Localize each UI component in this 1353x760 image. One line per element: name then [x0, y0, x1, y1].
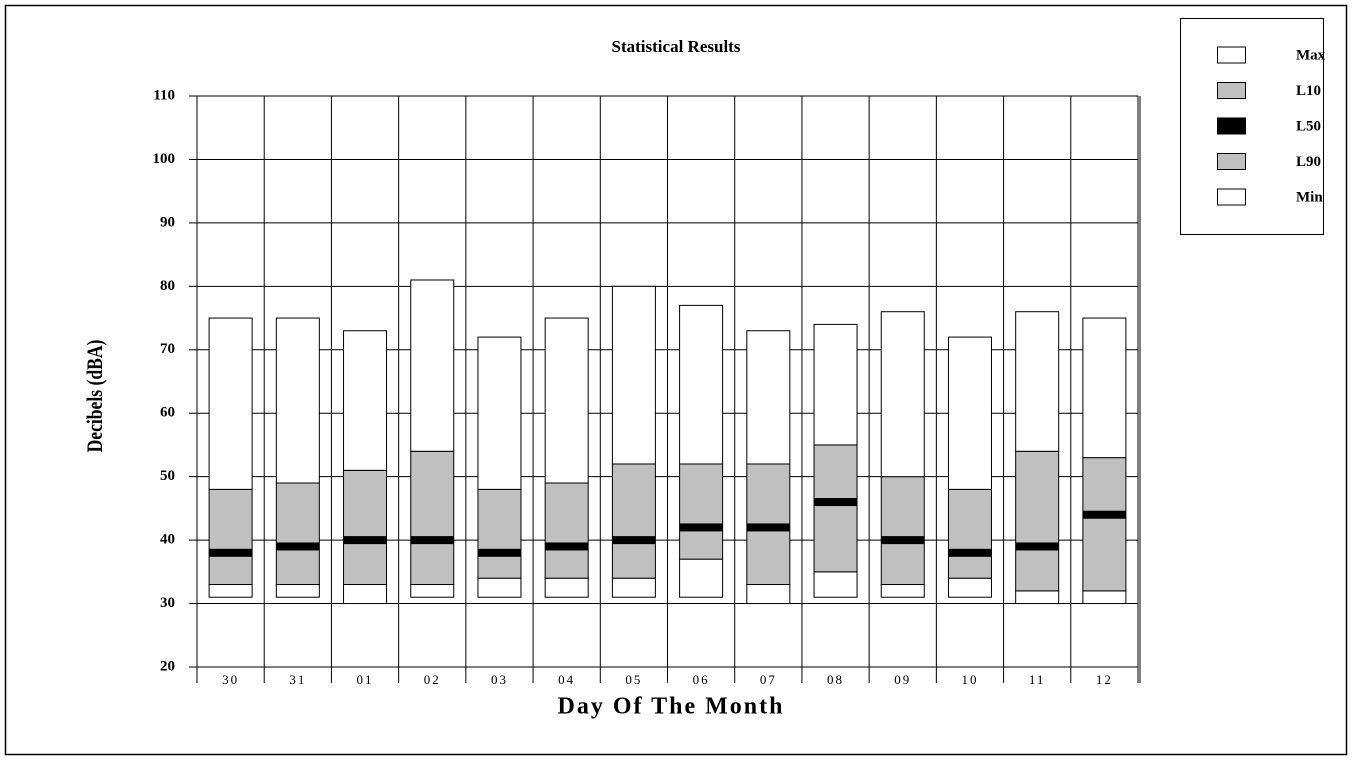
y-tick-label: 50 — [160, 468, 175, 484]
legend-label: L50 — [1296, 118, 1321, 134]
l50-band — [612, 536, 656, 545]
l10-max-box — [1015, 311, 1060, 452]
l10-max-box — [410, 279, 455, 452]
l10-max-box — [679, 304, 724, 465]
l90-l10-box — [477, 488, 522, 579]
l90-l10-box — [208, 488, 253, 586]
l10-max-box — [477, 336, 522, 490]
y-tick-label: 110 — [153, 87, 175, 103]
l10-max-box — [947, 336, 992, 490]
legend-swatch — [1217, 46, 1246, 64]
l50-band — [948, 548, 992, 557]
x-tick-label: 31 — [289, 672, 306, 687]
l50-band — [276, 542, 320, 551]
l10-max-box — [275, 317, 320, 484]
l10-max-box — [343, 330, 388, 471]
l50-band — [1082, 510, 1126, 519]
x-tick-label: 03 — [491, 672, 508, 687]
legend-label: L90 — [1296, 154, 1321, 170]
x-tick-label: 09 — [894, 672, 911, 687]
l10-max-box — [1082, 317, 1127, 459]
x-tick-label: 02 — [424, 672, 441, 687]
min-l90-box — [1082, 590, 1127, 605]
l90-l10-box — [611, 463, 656, 579]
x-tick-label: 01 — [357, 672, 374, 687]
min-l90-box — [746, 584, 791, 605]
y-tick-label: 100 — [153, 151, 176, 167]
l50-band — [1015, 542, 1059, 551]
legend-swatch — [1217, 188, 1246, 206]
min-l90-box — [410, 584, 455, 598]
l50-band — [410, 536, 454, 545]
x-tick-label: 30 — [222, 672, 239, 687]
l50-band — [477, 548, 521, 557]
l90-l10-box — [679, 463, 724, 560]
l50-band — [881, 536, 925, 545]
l90-l10-box — [1015, 450, 1060, 592]
l90-l10-box — [1082, 457, 1127, 592]
chart-title: Statistical Results — [612, 37, 741, 56]
l10-max-box — [746, 330, 791, 465]
min-l90-box — [947, 577, 992, 598]
y-tick-label: 30 — [160, 595, 175, 611]
x-tick-label: 07 — [760, 672, 777, 687]
l10-max-box — [813, 323, 858, 446]
min-l90-box — [275, 584, 320, 598]
l90-l10-box — [544, 482, 589, 579]
y-tick-label: 80 — [160, 278, 175, 294]
legend-swatch — [1217, 153, 1246, 170]
legend-label: L10 — [1296, 83, 1321, 99]
l50-band — [545, 542, 589, 551]
y-tick-label: 20 — [160, 658, 175, 674]
min-l90-box — [813, 571, 858, 598]
min-l90-box — [208, 584, 253, 598]
chart-border — [4, 4, 1348, 756]
y-tick-label: 90 — [160, 214, 175, 230]
l90-l10-box — [947, 488, 992, 579]
legend-label: Max — [1296, 47, 1326, 63]
x-tick-label: 05 — [625, 672, 642, 687]
l90-l10-box — [275, 482, 320, 586]
l10-max-box — [208, 317, 253, 490]
x-tick-label: 06 — [693, 672, 710, 687]
min-l90-box — [343, 584, 388, 605]
x-tick-label: 04 — [558, 672, 575, 687]
l90-l10-box — [813, 444, 858, 573]
min-l90-box — [611, 577, 656, 598]
legend-label: Min — [1296, 189, 1323, 205]
x-axis-label: Day Of The Month — [558, 694, 785, 720]
l10-max-box — [880, 311, 925, 478]
legend-swatch — [1217, 82, 1246, 99]
l50-band — [209, 548, 253, 557]
y-tick-label: 60 — [160, 405, 175, 421]
min-l90-box — [477, 577, 522, 598]
y-tick-label: 40 — [160, 532, 175, 548]
l50-band — [814, 498, 858, 507]
min-l90-box — [1015, 590, 1060, 605]
l90-l10-box — [880, 476, 925, 586]
y-axis-label: Decibels (dBA) — [83, 340, 107, 453]
x-tick-label: 12 — [1096, 672, 1113, 687]
y-tick-label: 70 — [160, 341, 175, 357]
l50-band — [343, 536, 387, 545]
min-l90-box — [880, 584, 925, 598]
legend-box — [1180, 18, 1324, 235]
x-tick-label: 08 — [827, 672, 844, 687]
x-tick-label: 10 — [961, 672, 978, 687]
min-l90-box — [544, 577, 589, 598]
l10-max-box — [611, 285, 656, 465]
l10-max-box — [544, 317, 589, 484]
x-tick-label: 11 — [1029, 672, 1046, 687]
l50-band — [746, 523, 790, 532]
l90-l10-box — [343, 469, 388, 586]
l90-l10-box — [410, 450, 455, 586]
l50-band — [679, 523, 723, 532]
min-l90-box — [679, 558, 724, 598]
legend-swatch — [1217, 117, 1246, 135]
